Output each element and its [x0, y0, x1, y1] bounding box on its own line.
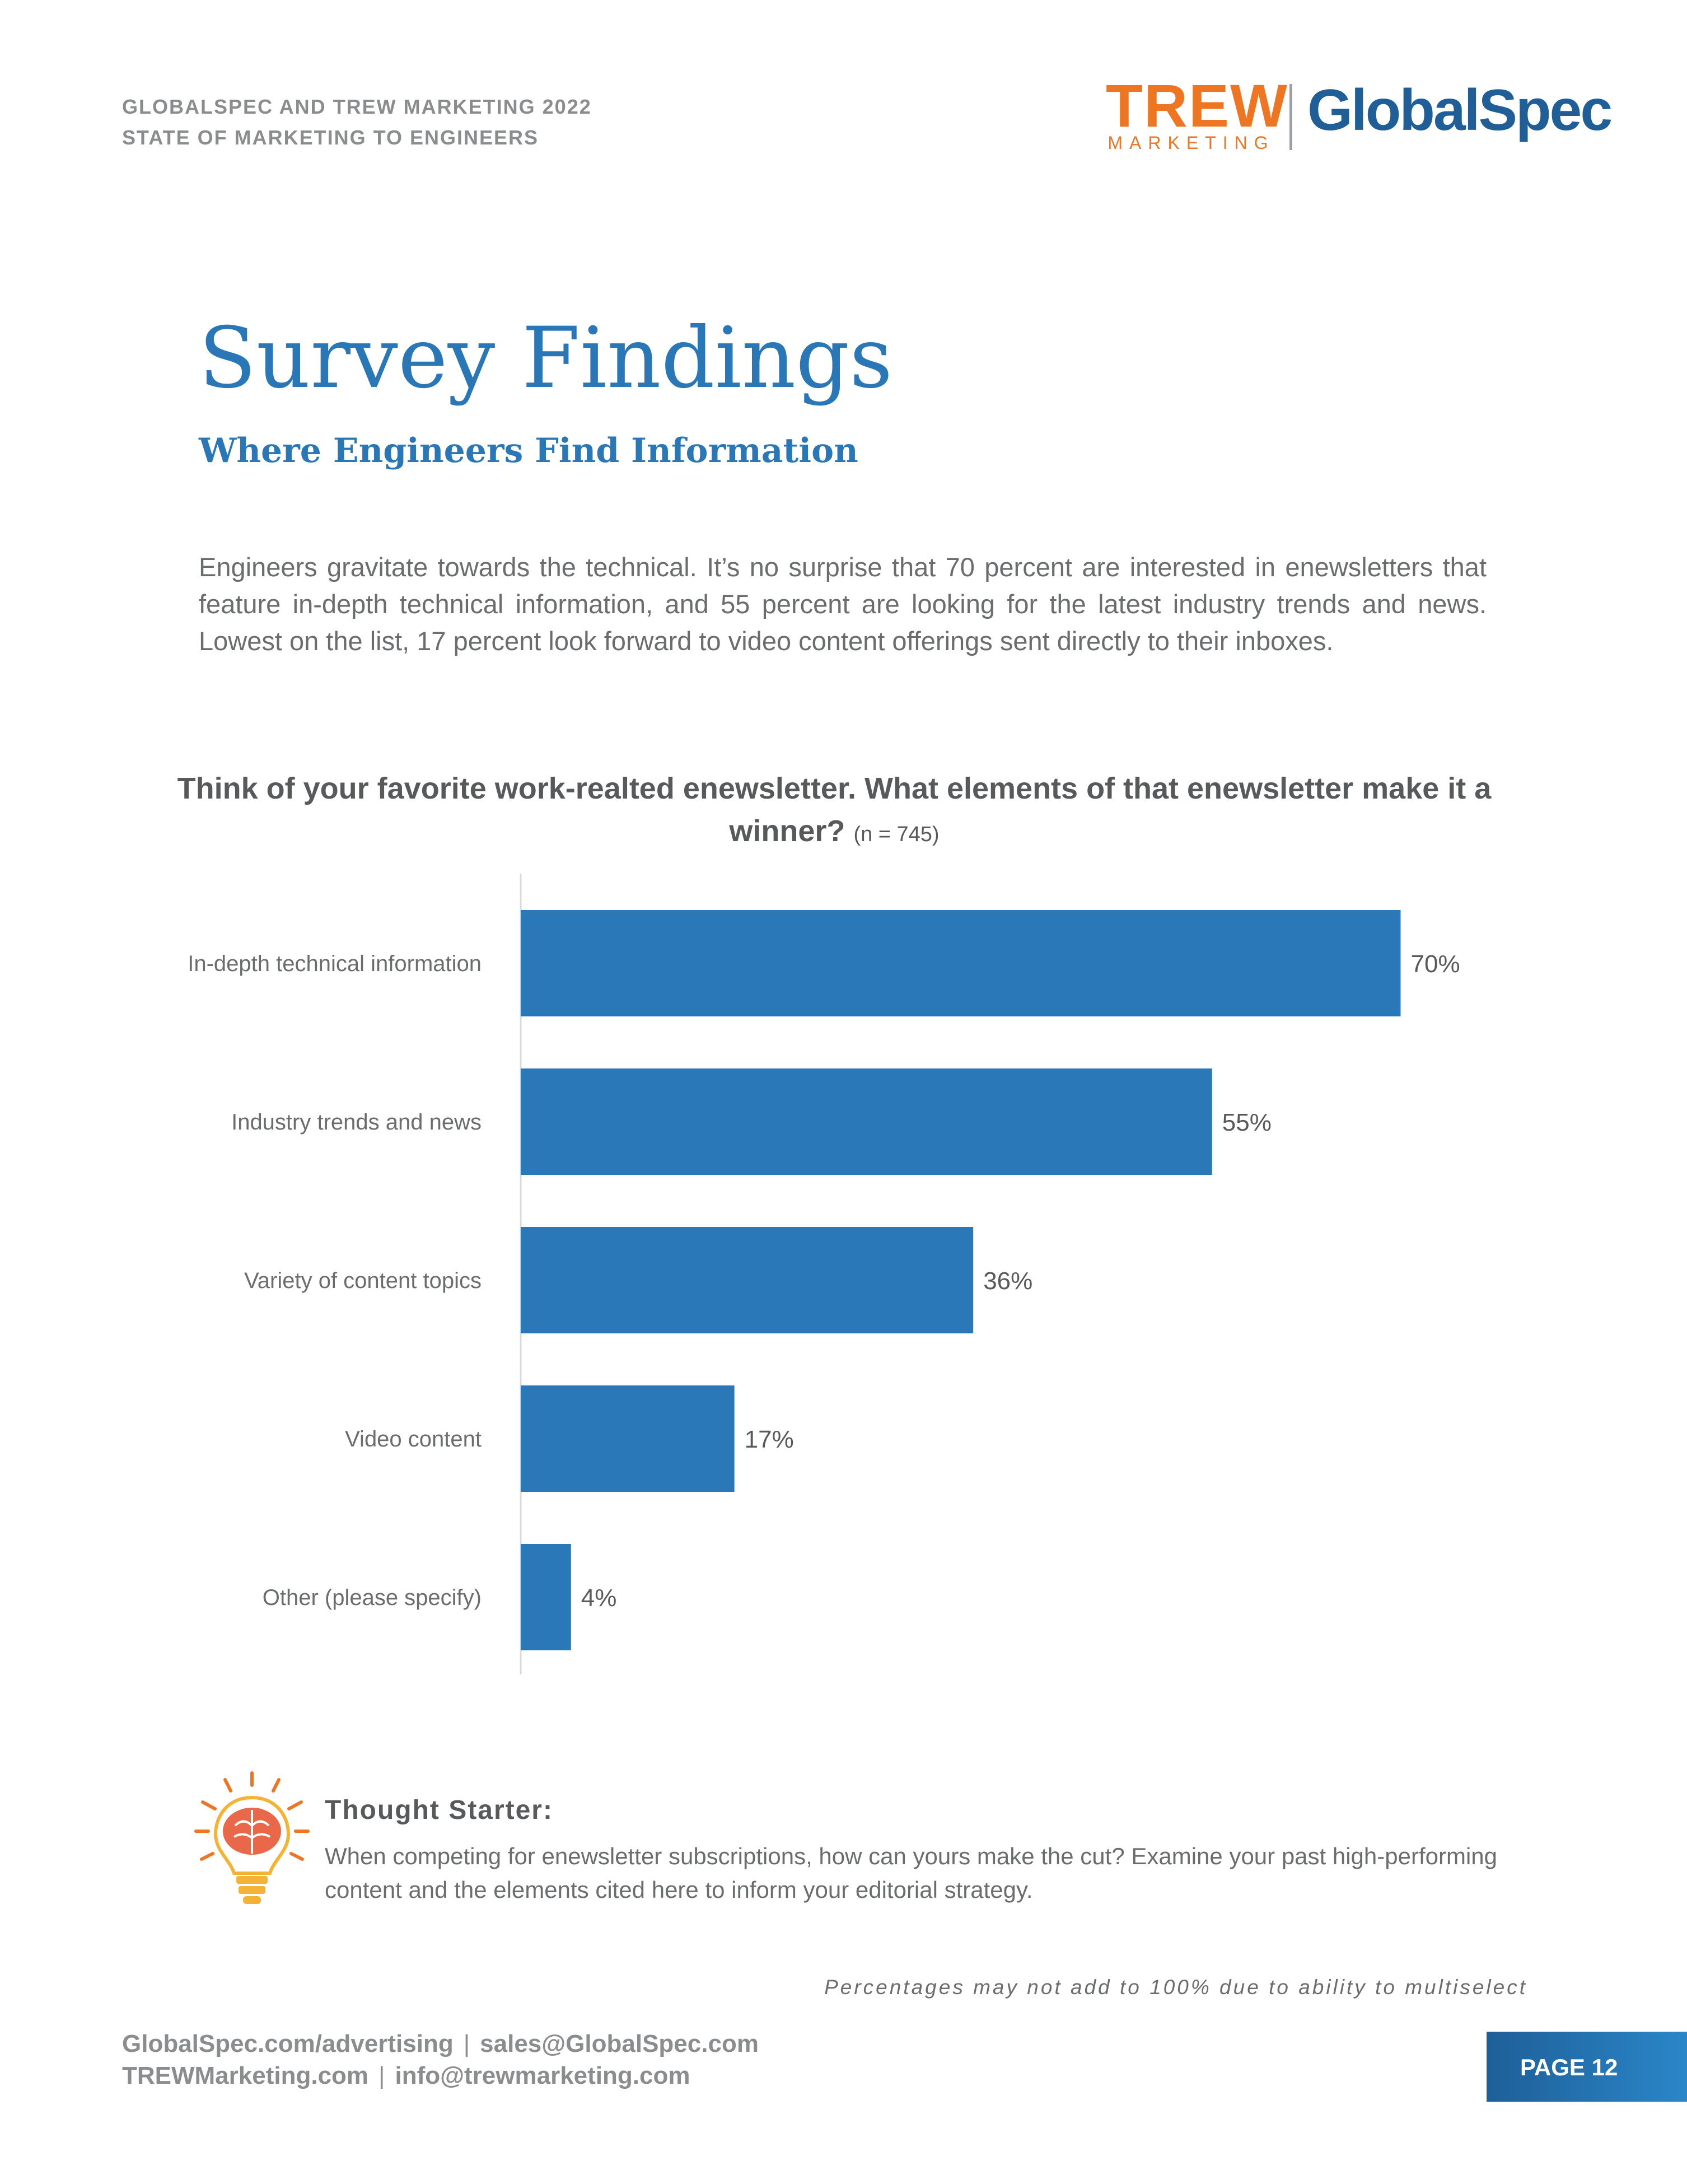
trew-marketing-link[interactable]: TREWMarketing.com — [122, 2062, 369, 2089]
bar — [521, 1385, 735, 1492]
category-label: Other (please specify) — [263, 1585, 482, 1610]
value-label: 70% — [1411, 950, 1460, 978]
footer-separator: | — [378, 2062, 385, 2089]
value-label: 36% — [983, 1267, 1032, 1295]
bar — [521, 1544, 571, 1650]
category-label: Variety of content topics — [244, 1268, 482, 1293]
footer-line-2: TREWMarketing.com | info@trewmarketing.com — [122, 2062, 690, 2090]
page-number: PAGE 12 — [1520, 2054, 1618, 2080]
chart-question: Think of your favorite work-realted enew… — [177, 772, 1492, 848]
footer-line-1: GlobalSpec.com/advertising | sales@GlobalS… — [122, 2030, 759, 2058]
bar — [521, 910, 1401, 1016]
category-label: Industry trends and news — [231, 1110, 482, 1135]
report-header-line-1: GLOBALSPEC AND TREW MARKETING 2022 — [122, 95, 592, 118]
lightbulb-brain-icon — [194, 1771, 310, 1904]
globalspec-sales-email[interactable]: sales@GlobalSpec.com — [480, 2030, 759, 2057]
trew-info-email[interactable]: info@trewmarketing.com — [395, 2062, 690, 2089]
page-subtitle: Where Engineers Find Information — [199, 431, 858, 470]
page-title: Survey Findings — [199, 310, 893, 407]
intro-paragraph: Engineers gravitate towards the technica… — [199, 552, 1487, 656]
page-number-badge: PAGE 12 — [1487, 2032, 1687, 2102]
bar-chart: In-depth technical information 70% Industr… — [188, 874, 1460, 1674]
bar — [521, 1227, 974, 1333]
globalspec-advertising-link[interactable]: GlobalSpec.com/advertising — [122, 2030, 454, 2057]
trew-logo-subtitle: MARKETING — [1107, 133, 1275, 153]
category-label: Video content — [345, 1427, 482, 1452]
footnote: Percentages may not add to 100% due to a… — [824, 1976, 1527, 1999]
value-label: 17% — [745, 1426, 794, 1453]
bar — [521, 1068, 1212, 1175]
report-header-line-2: STATE OF MARKETING TO ENGINEERS — [122, 126, 539, 149]
thought-starter-body: When competing for enewsletter subscript… — [325, 1843, 1498, 1903]
trew-logo-wordmark: TREW — [1106, 72, 1288, 139]
chart-title: Think of your favorite work-realted enew… — [168, 767, 1501, 856]
thought-starter-heading: Thought Starter: — [325, 1795, 553, 1825]
chart-sample-size: (n = 745) — [853, 823, 940, 846]
value-label: 55% — [1222, 1109, 1272, 1136]
trew-marketing-logo: TREW MARKETING — [1106, 72, 1288, 154]
logo-divider — [1289, 84, 1292, 150]
globalspec-logo: GlobalSpec — [1307, 78, 1613, 143]
value-label: 4% — [581, 1584, 617, 1612]
category-label: In-depth technical information — [188, 951, 482, 976]
footer-separator: | — [463, 2030, 470, 2057]
